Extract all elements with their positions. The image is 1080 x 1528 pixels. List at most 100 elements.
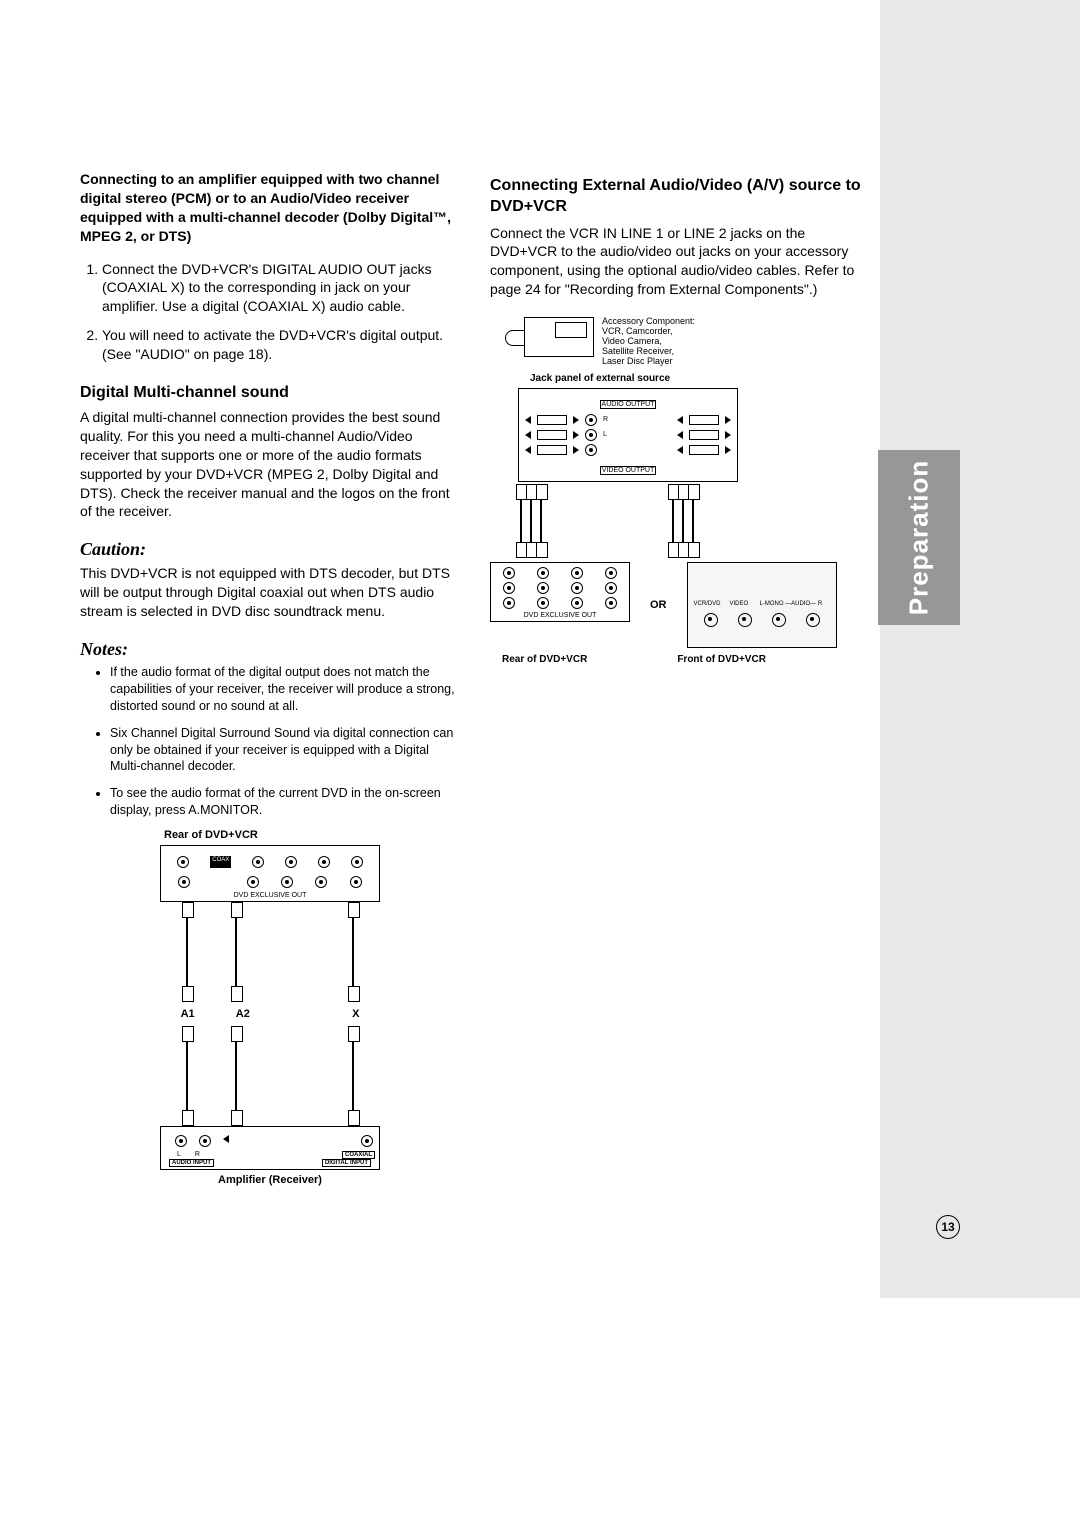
arrow-left-icon xyxy=(223,1135,229,1143)
front-video: VIDEO xyxy=(730,601,749,607)
note-2: Six Channel Digital Surround Sound via d… xyxy=(110,725,460,776)
step-1: Connect the DVD+VCR's DIGITAL AUDIO OUT … xyxy=(102,260,460,317)
diag-bottom-label: Amplifier (Receiver) xyxy=(160,1174,380,1186)
arrow-right-icon xyxy=(725,446,731,454)
diag-top-label: Rear of DVD+VCR xyxy=(164,829,380,841)
arrow-right-icon xyxy=(725,431,731,439)
arrow-left-icon xyxy=(525,446,531,454)
label-x: X xyxy=(352,1008,359,1020)
connecting-heading: Connecting External Audio/Video (A/V) so… xyxy=(490,176,870,218)
rear-tiny: DVD EXCLUSIVE OUT xyxy=(493,612,627,619)
plug-icon xyxy=(537,445,567,455)
cable-a2b xyxy=(235,1028,237,1124)
arrow-left-icon xyxy=(677,416,683,424)
arrow-left-icon xyxy=(525,416,531,424)
rca-jack xyxy=(605,582,617,594)
rca-jack xyxy=(704,613,718,627)
cable-a1 xyxy=(186,904,188,1000)
plug-icon xyxy=(689,445,719,455)
rear-tiny-label: DVD EXCLUSIVE OUT xyxy=(165,892,375,899)
arrow-right-icon xyxy=(573,446,579,454)
front-audio: L-MONO —AUDIO— R xyxy=(760,601,823,607)
rca-jack xyxy=(571,567,583,579)
rca-jack xyxy=(503,582,515,594)
arrow-left-icon xyxy=(677,446,683,454)
rca-jack xyxy=(571,597,583,609)
rca-jack xyxy=(585,429,597,441)
cable-a2 xyxy=(235,904,237,1000)
rca-jack xyxy=(738,613,752,627)
section-tab-bg: Preparation 13 xyxy=(880,0,1080,1298)
audio-output-label: AUDIO OUTPUT xyxy=(600,400,657,409)
rca-jack xyxy=(361,1135,373,1147)
rca-jack xyxy=(585,444,597,456)
label-a1: A1 xyxy=(181,1008,195,1020)
page-content: Connecting to an amplifier equipped with… xyxy=(80,170,870,1186)
rca-jack xyxy=(585,414,597,426)
cable-xb xyxy=(352,1028,354,1124)
cable-icon xyxy=(540,486,542,556)
amplifier-diagram: Rear of DVD+VCR COAX xyxy=(160,829,380,1186)
rca-jack xyxy=(318,856,330,868)
setup-steps: Connect the DVD+VCR's DIGITAL AUDIO OUT … xyxy=(80,260,460,364)
jack-panel-label: Jack panel of external source xyxy=(530,373,870,384)
note-3: To see the audio format of the current D… xyxy=(110,785,460,819)
external-source-diagram: Accessory Component: VCR, Camcorder, Vid… xyxy=(490,317,870,664)
rca-jack xyxy=(537,597,549,609)
rear-caption: Rear of DVD+VCR xyxy=(502,654,587,665)
rca-jack xyxy=(537,567,549,579)
amp-digital-input: DIGITAL INPUT xyxy=(322,1159,371,1167)
rear-panel-box: DVD EXCLUSIVE OUT xyxy=(490,562,630,622)
rca-jack xyxy=(806,613,820,627)
arrow-left-icon xyxy=(677,431,683,439)
rca-jack xyxy=(281,876,293,888)
ext-r: R xyxy=(603,416,608,423)
cable-icon xyxy=(530,486,532,556)
video-output-label: VIDEO OUTPUT xyxy=(600,466,657,475)
rca-jack xyxy=(772,613,786,627)
cable-x xyxy=(352,904,354,1000)
step-2: You will need to activate the DVD+VCR's … xyxy=(102,326,460,364)
arrow-right-icon xyxy=(725,416,731,424)
amp-audio-input: AUDIO INPUT xyxy=(169,1159,214,1167)
notes-heading: Notes: xyxy=(80,639,460,660)
rca-jack xyxy=(315,876,327,888)
cable-icon xyxy=(520,486,522,556)
arrow-right-icon xyxy=(573,416,579,424)
cable-a1b xyxy=(186,1028,188,1124)
front-vcrdv: VCR/DVD xyxy=(694,601,721,607)
front-panel-box: VCR/DVD VIDEO L-MONO —AUDIO— R xyxy=(687,562,837,648)
caution-para: This DVD+VCR is not equipped with DTS de… xyxy=(80,564,460,621)
caution-heading: Caution: xyxy=(80,539,460,560)
cable-icon xyxy=(682,486,684,556)
amp-coaxial: COAXIAL xyxy=(342,1151,375,1159)
rca-jack xyxy=(351,856,363,868)
rca-jack xyxy=(178,876,190,888)
rca-jack xyxy=(503,567,515,579)
rca-jack xyxy=(252,856,264,868)
amp-r: R xyxy=(195,1151,200,1159)
arrow-left-icon xyxy=(525,431,531,439)
plug-icon xyxy=(689,430,719,440)
rca-jack xyxy=(199,1135,211,1147)
cable-icon xyxy=(672,486,674,556)
notes-list: If the audio format of the digital outpu… xyxy=(80,664,460,819)
front-caption: Front of DVD+VCR xyxy=(677,654,766,665)
label-a2: A2 xyxy=(236,1008,250,1020)
rca-jack xyxy=(285,856,297,868)
arrow-right-icon xyxy=(573,431,579,439)
rca-jack xyxy=(247,876,259,888)
plug-icon xyxy=(537,415,567,425)
page-number: 13 xyxy=(936,1215,960,1239)
rca-jack xyxy=(605,567,617,579)
plug-icon xyxy=(537,430,567,440)
coax-label-icon: COAX xyxy=(210,856,231,868)
rca-jack xyxy=(605,597,617,609)
rca-jack xyxy=(503,597,515,609)
rca-jack xyxy=(537,582,549,594)
left-column: Connecting to an amplifier equipped with… xyxy=(80,170,460,1186)
intro-heading: Connecting to an amplifier equipped with… xyxy=(80,170,460,246)
or-label: OR xyxy=(650,599,667,611)
camcorder-icon xyxy=(524,317,594,357)
rca-jack xyxy=(175,1135,187,1147)
